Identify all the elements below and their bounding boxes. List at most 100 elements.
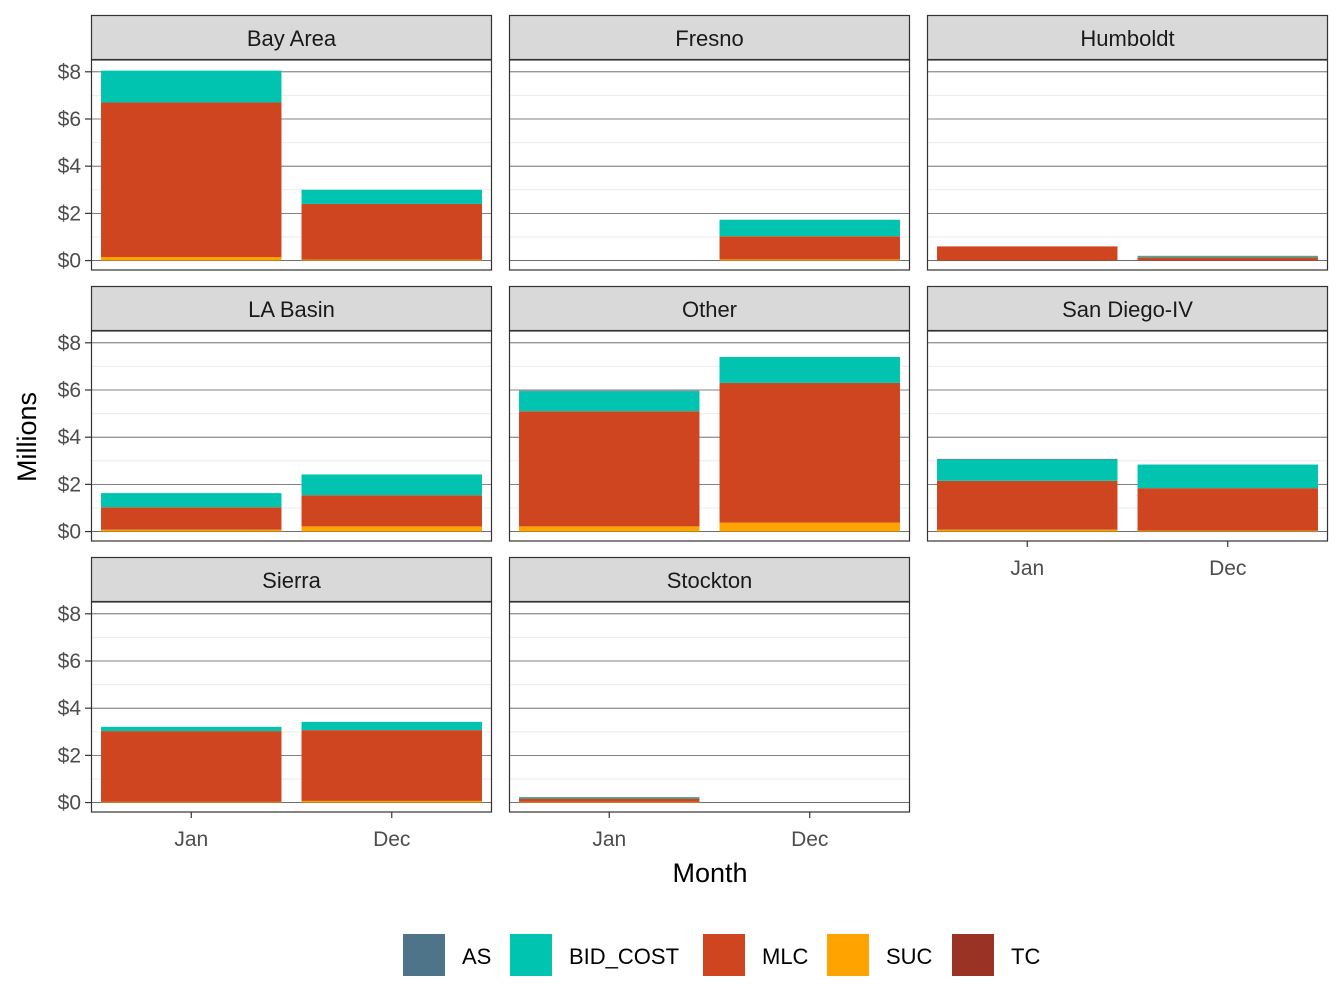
- bar-other-jan-bid-cost: [519, 391, 700, 412]
- legend-key-bid-cost: [510, 934, 552, 976]
- facet-strip-label: Humboldt: [1080, 26, 1174, 51]
- bar-bay-area-jan-mlc: [101, 102, 282, 258]
- y-tick-label: $2: [58, 744, 81, 767]
- bar-la-basin-jan-suc: [101, 529, 282, 532]
- facet-bay-area: Bay Area $0 $2 $4 $6 $8: [58, 14, 493, 273]
- bar-sierra-dec-bid-cost: [301, 721, 482, 731]
- legend-label: TC: [1011, 944, 1040, 969]
- legend-label: SUC: [886, 944, 933, 969]
- y-tick-label: $6: [58, 650, 81, 673]
- bar-fresno-dec-suc: [719, 259, 900, 261]
- legend-item-mlc: MLC: [703, 934, 809, 976]
- bar-other-dec-mlc: [719, 382, 900, 523]
- legend-label: BID_COST: [569, 944, 679, 969]
- bar-bay-area-jan-suc: [101, 257, 282, 261]
- y-axis-title: Millions: [12, 392, 42, 482]
- bar-other-dec-bid-cost: [719, 356, 900, 383]
- bar-other-dec-suc: [719, 522, 900, 532]
- facet-strip-label: Bay Area: [247, 26, 337, 51]
- facet-strip: [90, 285, 493, 332]
- facet-strip: [90, 556, 493, 603]
- y-tick-label: $0: [58, 521, 81, 544]
- facet-strip-label: Sierra: [262, 568, 321, 593]
- legend-key-suc: [827, 934, 869, 976]
- bar-other-jan-as: [519, 390, 700, 392]
- x-tick-label: Jan: [592, 828, 626, 851]
- y-tick-label: $8: [58, 61, 81, 84]
- bar-la-basin-jan-bid-cost: [101, 493, 282, 508]
- legend-item-as: AS: [403, 934, 491, 976]
- facet-strip-label: Stockton: [667, 568, 753, 593]
- y-tick-label: $6: [58, 108, 81, 131]
- facet-strip-label: Fresno: [675, 26, 743, 51]
- x-tick-label: Dec: [1209, 557, 1246, 580]
- facet-la-basin: LA Basin $0 $2 $4 $6 $8: [58, 285, 493, 544]
- legend-item-bid-cost: BID_COST: [510, 934, 679, 976]
- facet-strip-label: San Diego-IV: [1062, 297, 1193, 322]
- plot-background: [927, 60, 1328, 270]
- bar-stockton-jan-bid-cost: [519, 797, 700, 799]
- facet-strip-label: Other: [682, 297, 737, 322]
- facet-fresno: Fresno: [508, 14, 911, 271]
- legend-key-tc: [952, 934, 994, 976]
- y-tick-label: $2: [58, 473, 81, 496]
- legend-label: MLC: [762, 944, 809, 969]
- axes: Month Millions: [12, 392, 748, 888]
- plot-background: [509, 602, 910, 812]
- bar-bay-area-dec-suc: [301, 259, 482, 261]
- facet-strip: [508, 285, 911, 332]
- bar-san-diego-iv-jan-mlc: [937, 480, 1118, 530]
- bar-stockton-jan-as: [519, 797, 700, 798]
- bar-humboldt-dec-as: [1137, 255, 1318, 257]
- bar-la-basin-dec-mlc: [301, 495, 482, 527]
- facet-strip: [926, 14, 1329, 61]
- bar-sierra-jan-bid-cost: [101, 726, 282, 732]
- y-tick-label: $6: [58, 379, 81, 402]
- x-tick-label: Jan: [1010, 557, 1044, 580]
- facet-san-diego-iv: San Diego-IV Jan Dec: [926, 285, 1329, 580]
- facet-stockton: Stockton Jan Dec: [508, 556, 911, 851]
- bar-humboldt-jan-mlc: [937, 246, 1118, 261]
- bar-stockton-jan-mlc: [519, 798, 700, 802]
- bar-sierra-jan-mlc: [101, 731, 282, 802]
- legend-item-suc: SUC: [827, 934, 933, 976]
- y-tick-label: $8: [58, 603, 81, 626]
- y-tick-label: $8: [58, 332, 81, 355]
- y-tick-label: $0: [58, 792, 81, 815]
- bar-humboldt-dec-bid-cost: [1137, 256, 1318, 258]
- bar-san-diego-iv-jan-as: [937, 458, 1118, 460]
- x-tick-label: Jan: [174, 828, 208, 851]
- facet-other: Other: [508, 285, 911, 542]
- bar-other-jan-mlc: [519, 411, 700, 527]
- bar-san-diego-iv-jan-suc: [937, 529, 1118, 532]
- bar-fresno-dec-bid-cost: [719, 219, 900, 237]
- facet-humboldt: Humboldt: [926, 14, 1329, 271]
- bar-sierra-dec-mlc: [301, 730, 482, 801]
- facet-strip-label: LA Basin: [248, 297, 335, 322]
- legend-key-mlc: [703, 934, 745, 976]
- x-axis-title: Month: [672, 858, 747, 888]
- y-tick-label: $4: [58, 426, 82, 449]
- bar-bay-area-jan-bid-cost: [101, 70, 282, 103]
- bar-san-diego-iv-jan-bid-cost: [937, 459, 1118, 481]
- bar-bay-area-dec-mlc: [301, 203, 482, 260]
- bar-la-basin-dec-bid-cost: [301, 474, 482, 496]
- bar-la-basin-dec-suc: [301, 526, 482, 532]
- legend-key-as: [403, 934, 445, 976]
- legend: AS BID_COST MLC SUC TC: [403, 934, 1040, 976]
- bar-bay-area-dec-bid-cost: [301, 189, 482, 204]
- bar-other-jan-suc: [519, 526, 700, 532]
- facet-strip: [926, 285, 1329, 332]
- bar-humboldt-dec-mlc: [1137, 257, 1318, 261]
- bar-sierra-dec-suc: [301, 800, 482, 803]
- y-tick-label: $0: [58, 250, 81, 273]
- legend-label: AS: [462, 944, 491, 969]
- bar-stockton-jan-suc: [519, 801, 700, 803]
- bar-san-diego-iv-dec-bid-cost: [1137, 464, 1318, 489]
- facet-panels: Bay Area $0 $2 $4 $6 $8 Fresno Humboldt LA Basin…: [58, 14, 1329, 851]
- facet-strip: [90, 14, 493, 61]
- bar-la-basin-jan-mlc: [101, 507, 282, 530]
- facet-strip: [508, 556, 911, 603]
- facet-sierra: Sierra $0 $2 $4 $6 $8 Jan Dec: [58, 556, 493, 851]
